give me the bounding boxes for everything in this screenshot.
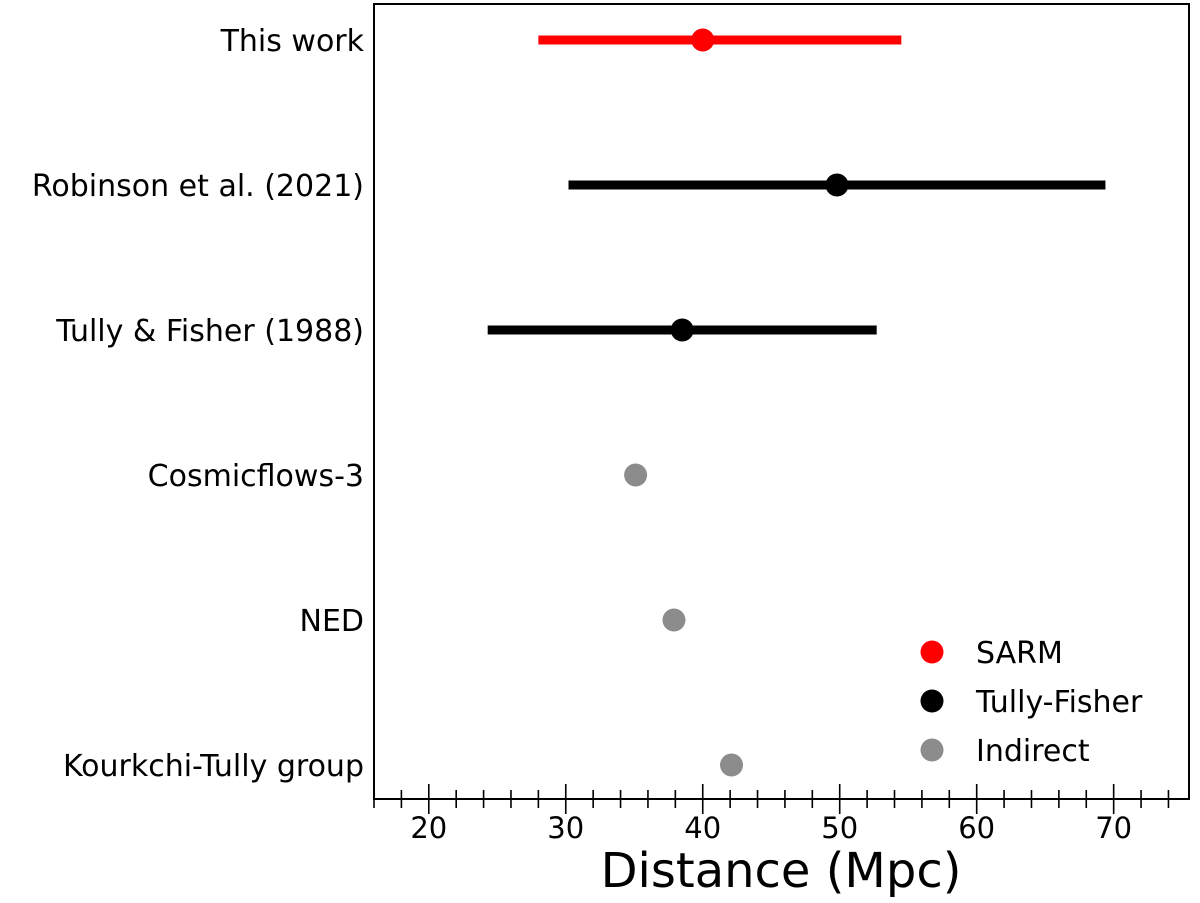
category-label: Kourkchi-Tully group xyxy=(63,749,364,784)
x-tick-label: 30 xyxy=(547,811,584,845)
data-point xyxy=(720,753,744,777)
legend-label: SARM xyxy=(976,636,1063,671)
category-label: This work xyxy=(220,24,365,59)
x-tick-label: 20 xyxy=(410,811,447,845)
data-point xyxy=(691,28,715,52)
x-tick-label: 40 xyxy=(684,811,721,845)
x-tick-label: 60 xyxy=(958,811,995,845)
data-point xyxy=(624,463,648,487)
plot-frame xyxy=(373,3,1190,800)
x-axis-label: Distance (Mpc) xyxy=(601,843,962,899)
y-axis-category-labels: This work Robinson et al. (2021) Tully & F… xyxy=(32,24,365,784)
legend: SARM Tully-Fisher Indirect xyxy=(920,636,1143,769)
category-label: Tully & Fisher (1988) xyxy=(55,314,364,349)
legend-marker xyxy=(920,640,944,664)
data-point xyxy=(662,608,686,632)
legend-label: Indirect xyxy=(976,734,1090,769)
category-label: Cosmicflows-3 xyxy=(148,459,364,494)
data-point xyxy=(825,173,849,197)
data-point xyxy=(670,318,694,342)
category-label: NED xyxy=(300,604,365,639)
legend-label: Tully-Fisher xyxy=(975,685,1143,720)
legend-marker xyxy=(920,689,944,713)
legend-marker xyxy=(920,738,944,762)
data-points xyxy=(624,28,849,777)
error-bars xyxy=(487,35,1106,335)
x-tick-label: 70 xyxy=(1095,811,1132,845)
x-axis-tick-labels: 20 30 40 50 60 70 xyxy=(410,811,1132,845)
category-label: Robinson et al. (2021) xyxy=(32,169,364,204)
x-axis-ticks xyxy=(373,784,1170,814)
x-tick-label: 50 xyxy=(821,811,858,845)
